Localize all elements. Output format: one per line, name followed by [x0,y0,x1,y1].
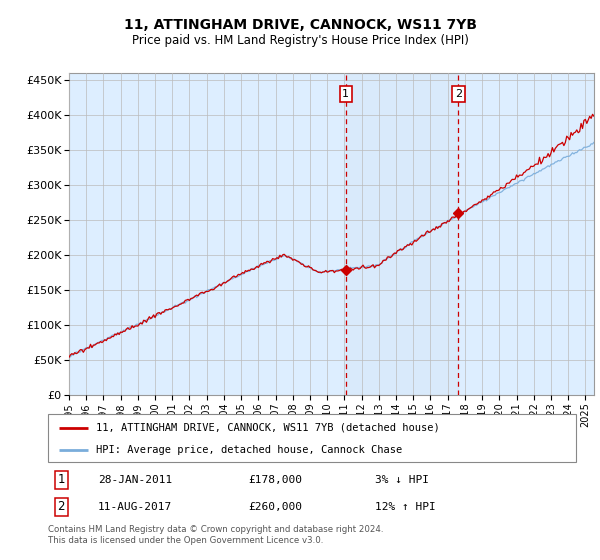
Text: 1: 1 [342,89,349,99]
Text: £260,000: £260,000 [248,502,302,512]
Bar [346,73,458,395]
Text: 3% ↓ HPI: 3% ↓ HPI [376,475,430,485]
Text: 2: 2 [455,89,462,99]
Text: 2: 2 [58,500,65,513]
Text: HPI: Average price, detached house, Cannock Chase: HPI: Average price, detached house, Cann… [95,445,402,455]
Text: 1: 1 [58,473,65,487]
Text: 11, ATTINGHAM DRIVE, CANNOCK, WS11 7YB (detached house): 11, ATTINGHAM DRIVE, CANNOCK, WS11 7YB (… [95,423,439,433]
Text: Contains HM Land Registry data © Crown copyright and database right 2024.
This d: Contains HM Land Registry data © Crown c… [48,525,383,545]
Text: 28-JAN-2011: 28-JAN-2011 [98,475,172,485]
Text: 11, ATTINGHAM DRIVE, CANNOCK, WS11 7YB: 11, ATTINGHAM DRIVE, CANNOCK, WS11 7YB [124,18,476,32]
Text: Price paid vs. HM Land Registry's House Price Index (HPI): Price paid vs. HM Land Registry's House … [131,34,469,46]
Text: 11-AUG-2017: 11-AUG-2017 [98,502,172,512]
Text: 12% ↑ HPI: 12% ↑ HPI [376,502,436,512]
Text: £178,000: £178,000 [248,475,302,485]
